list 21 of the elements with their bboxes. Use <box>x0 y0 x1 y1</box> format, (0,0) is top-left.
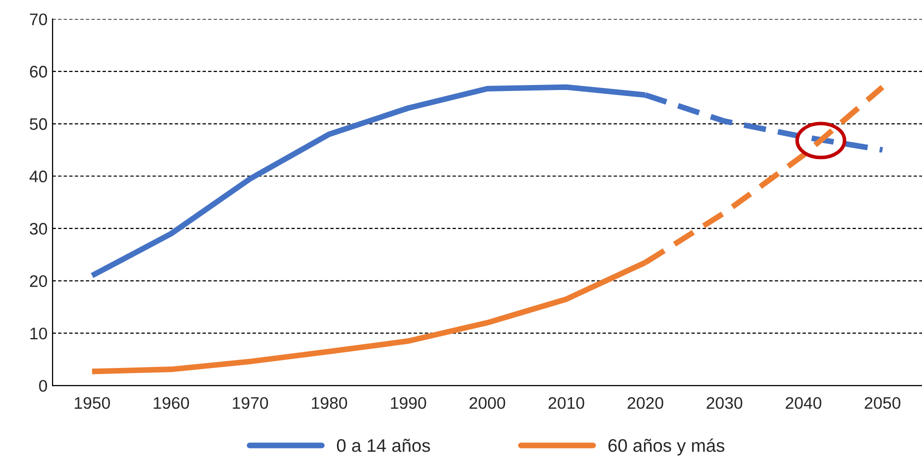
legend-label: 60 años y más <box>608 438 724 456</box>
y-tick-label: 50 <box>30 118 48 130</box>
legend-label: 0 a 14 años <box>336 438 430 452</box>
x-tick-label: 1960 <box>154 397 190 409</box>
y-tick-label: 10 <box>30 328 48 340</box>
x-tick-label: 1950 <box>74 397 110 409</box>
x-tick-label: 2040 <box>786 397 822 409</box>
y-tick-label: 40 <box>30 170 48 182</box>
x-tick-label: 2000 <box>470 397 506 409</box>
x-tick-label: 2010 <box>548 397 584 409</box>
x-tick-label: 1990 <box>390 397 426 409</box>
y-tick-label: 20 <box>30 275 48 288</box>
y-tick-label: 60 <box>30 66 48 78</box>
y-tick-label: 0 <box>39 380 48 392</box>
x-tick-label: 1980 <box>312 397 348 409</box>
y-tick-label: 70 <box>30 13 48 26</box>
y-tick-label: 30 <box>30 222 48 235</box>
x-tick-label: 2030 <box>706 397 742 409</box>
x-tick-label: 2050 <box>864 397 900 409</box>
x-tick-label: 2020 <box>628 397 664 409</box>
x-tick-label: 1970 <box>232 397 268 409</box>
